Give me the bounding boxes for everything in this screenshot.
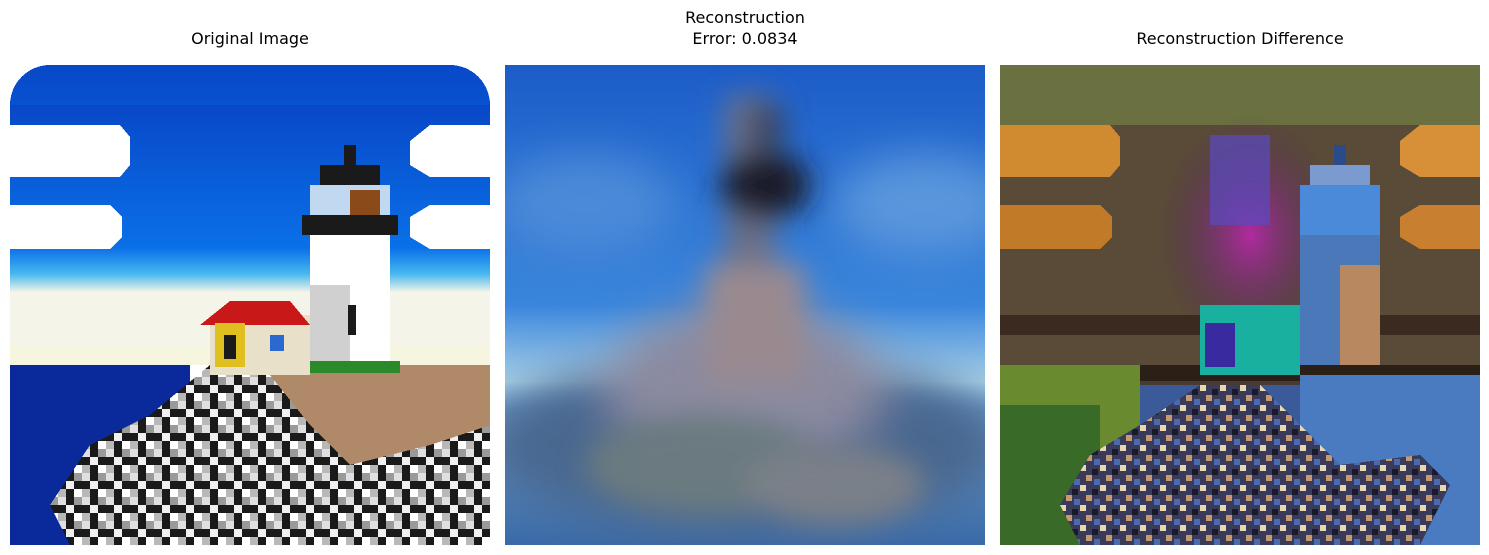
panel-difference: Reconstruction Difference [1000, 0, 1480, 555]
panel-original: Original Image [10, 0, 490, 555]
panel-title-difference: Reconstruction Difference [1136, 29, 1344, 48]
original-image [10, 65, 490, 545]
panel-title-original: Original Image [191, 29, 309, 48]
difference-image [1000, 65, 1480, 545]
panel-reconstruction: Reconstruction Error: 0.0834 [505, 0, 985, 555]
panel-title-reconstruction: Reconstruction Error: 0.0834 [685, 8, 805, 48]
reconstruction-image [505, 65, 985, 545]
